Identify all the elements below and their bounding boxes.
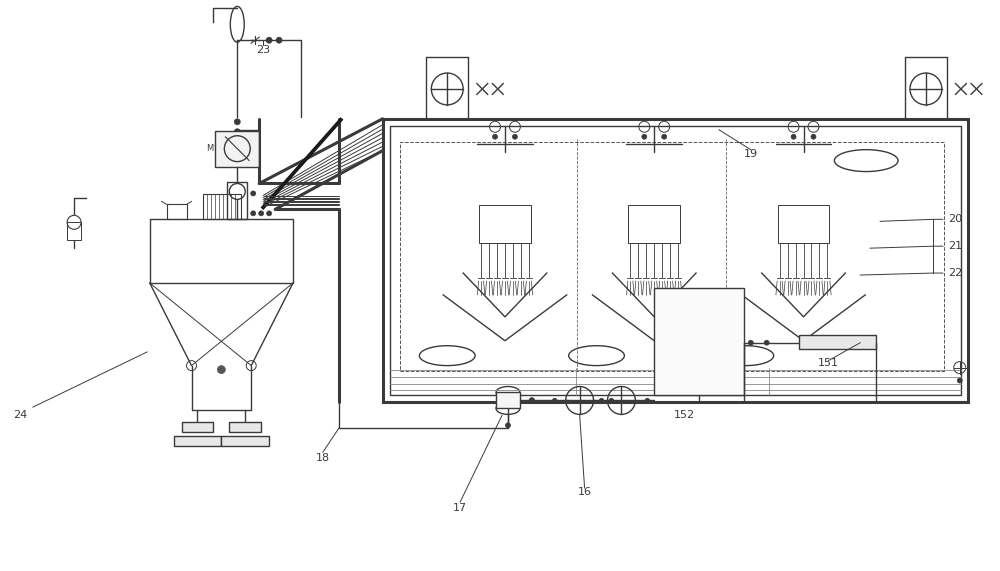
Bar [150,219,293,283]
Circle shape [645,398,649,403]
Bar [479,206,531,243]
Circle shape [957,378,962,383]
Circle shape [553,398,557,403]
Bar [778,206,829,243]
Text: 21: 21 [948,241,962,251]
Circle shape [512,134,517,139]
Ellipse shape [230,6,244,42]
Circle shape [267,211,272,216]
Bar [203,195,241,219]
Ellipse shape [496,403,520,415]
Bar [174,436,221,446]
Circle shape [276,37,282,43]
Circle shape [266,37,272,43]
Circle shape [493,134,498,139]
Text: 23: 23 [256,45,270,55]
Circle shape [505,423,510,428]
Bar [229,423,261,432]
Circle shape [217,365,225,373]
Ellipse shape [496,387,520,399]
Bar [654,288,744,396]
Text: 22: 22 [948,268,962,278]
Circle shape [609,398,614,403]
Circle shape [234,129,240,135]
Circle shape [259,211,264,216]
Bar [221,436,269,446]
Bar [390,126,961,396]
Circle shape [529,397,535,403]
Circle shape [662,134,667,139]
Bar [628,206,680,243]
Circle shape [811,134,816,139]
Circle shape [251,191,256,196]
Text: 151: 151 [818,357,839,368]
Circle shape [234,119,240,125]
Bar [182,423,213,432]
Circle shape [599,398,604,403]
Ellipse shape [419,345,475,365]
Bar [227,182,247,219]
Circle shape [748,340,753,345]
Text: 17: 17 [453,503,467,513]
Bar [167,204,187,219]
Circle shape [791,134,796,139]
Bar [400,142,944,371]
Text: 152: 152 [674,411,695,420]
Text: M: M [206,144,213,153]
Circle shape [251,211,256,216]
Text: 24: 24 [13,411,27,420]
Bar [67,222,81,240]
Ellipse shape [569,345,624,365]
Text: 18: 18 [316,453,330,463]
Circle shape [764,340,769,345]
Circle shape [642,134,647,139]
Bar [799,335,876,349]
Bar [215,131,259,167]
Ellipse shape [834,150,898,171]
Text: 19: 19 [744,148,758,159]
Bar [383,119,968,403]
Bar [496,392,520,408]
Text: 20: 20 [948,214,962,224]
Text: 16: 16 [578,487,592,497]
Ellipse shape [718,345,774,365]
